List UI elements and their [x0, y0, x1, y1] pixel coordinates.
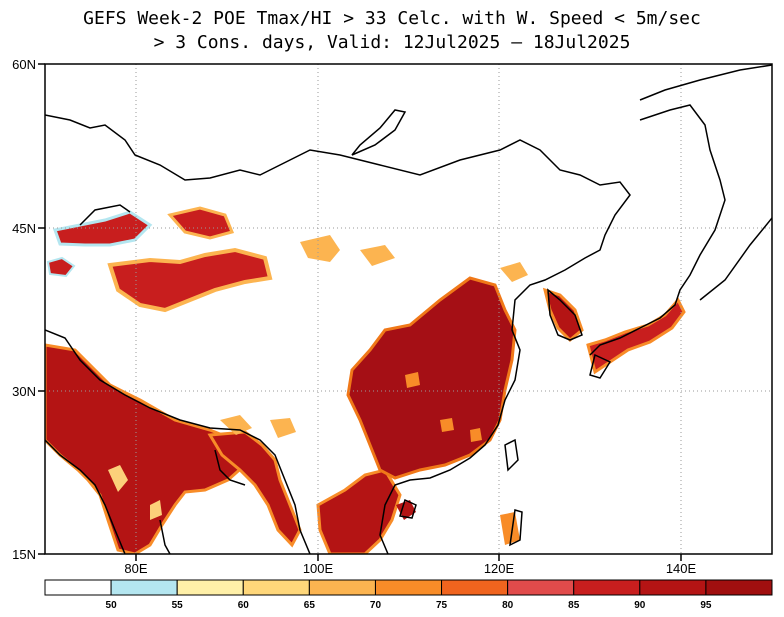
- shade-dzungaria: [167, 206, 235, 240]
- shade-myanmar: [207, 430, 302, 548]
- colorbar-swatch: [573, 579, 641, 596]
- shade-kazakh: [53, 210, 153, 247]
- colorbar-label: 50: [106, 600, 118, 611]
- colorbar-label: 65: [304, 600, 316, 611]
- lat-label-15n: 15N: [12, 547, 36, 562]
- colorbar-swatch: [441, 579, 509, 596]
- colorbar: 50 55 60 65 70 75 80 85 90 95: [44, 579, 773, 611]
- colorbar-label: 80: [502, 600, 514, 611]
- map-title-line2: > 3 Cons. days, Valid: 12Jul2025 – 18Jul…: [153, 32, 631, 53]
- colorbar-label: 55: [172, 600, 184, 611]
- shade-india-light: [108, 465, 162, 520]
- colorbar-swatch: [110, 579, 178, 596]
- tick-marks: [38, 63, 682, 561]
- colorbar-label: 70: [370, 600, 382, 611]
- shade-himalaya: [220, 415, 296, 438]
- colorbar-swatch: [242, 579, 310, 596]
- colorbar-swatch: [308, 579, 376, 596]
- colorbar-label: 90: [634, 600, 646, 611]
- colorbar-swatch: [374, 579, 443, 596]
- map-title-line1: GEFS Week-2 POE Tmax/HI > 33 Celc. with …: [83, 8, 701, 29]
- shade-korea: [542, 287, 584, 343]
- colorbar-label: 75: [436, 600, 448, 611]
- colorbar-label: 85: [568, 600, 580, 611]
- colorbar-swatch: [639, 579, 707, 596]
- map-frame: [44, 63, 773, 555]
- colorbar-swatch: [176, 579, 244, 596]
- colorbar-label: 60: [238, 600, 250, 611]
- lon-label-120e: 120E: [484, 561, 515, 576]
- lat-label-60n: 60N: [12, 57, 36, 72]
- colorbar-label: 95: [700, 600, 712, 611]
- coastlines: [45, 64, 772, 554]
- shade-east-china: [346, 276, 517, 480]
- colorbar-swatch: [507, 579, 575, 596]
- colorbar-swatch: [44, 579, 112, 596]
- shade-china-spots: [405, 372, 482, 442]
- lon-label-80e: 80E: [124, 561, 147, 576]
- shade-taiwan-south: [500, 512, 520, 545]
- colorbar-swatch: [705, 579, 773, 596]
- lon-label-140e: 140E: [666, 561, 697, 576]
- lat-label-45n: 45N: [12, 221, 36, 236]
- shade-mongolia: [300, 235, 528, 282]
- lat-label-30n: 30N: [12, 384, 36, 399]
- graticule: [45, 64, 772, 554]
- shade-indochina: [316, 468, 402, 554]
- shade-tarim: [107, 247, 273, 313]
- probability-shading: [45, 206, 686, 554]
- shade-hainan: [396, 500, 416, 520]
- lon-label-100e: 100E: [303, 561, 334, 576]
- shade-caspian: [46, 256, 76, 278]
